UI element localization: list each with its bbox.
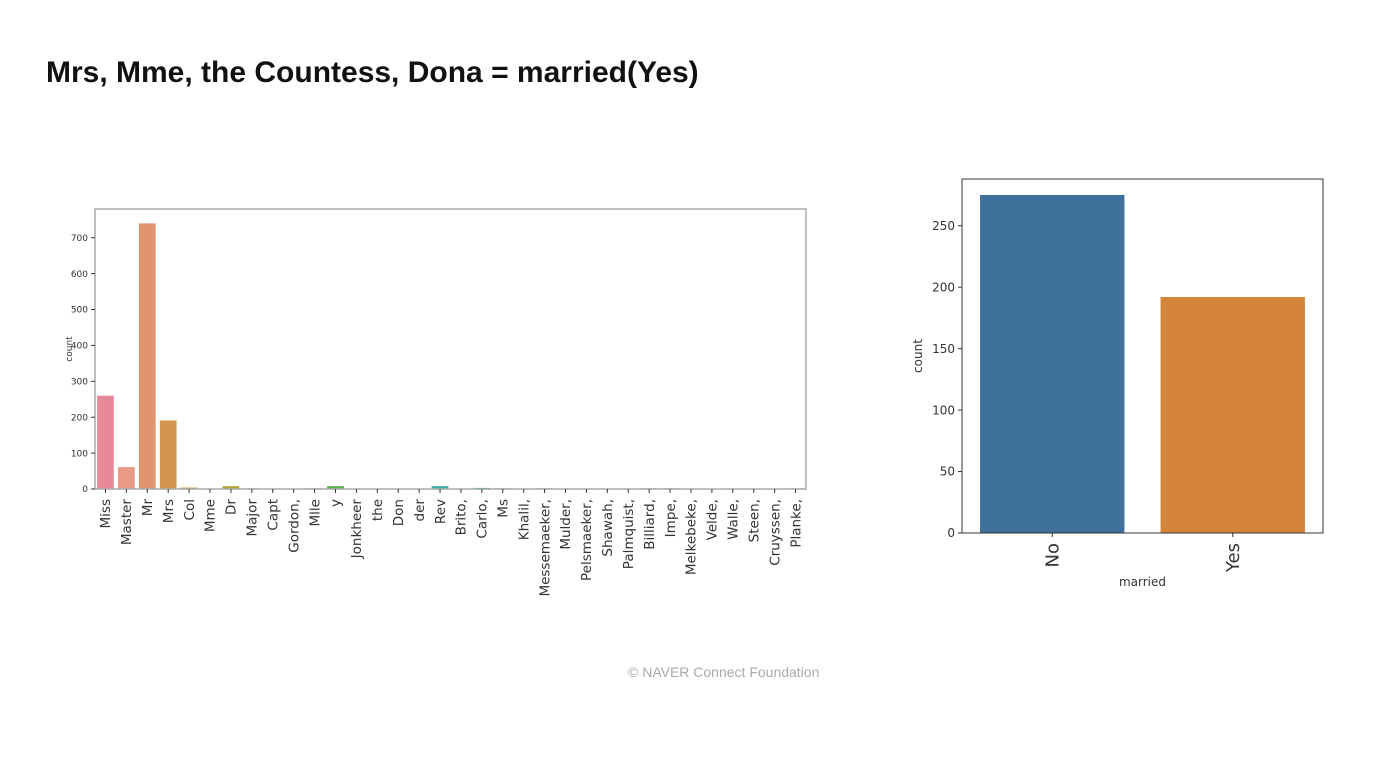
x-tick-label: Mulder, (558, 499, 574, 550)
y-axis-label: count (911, 339, 925, 373)
bar-mr (138, 223, 156, 489)
x-tick-label: Carlo, (475, 499, 491, 539)
x-tick-label: Steen, (746, 499, 762, 542)
bar-dr (222, 486, 240, 489)
x-tick-label: Melkebeke, (684, 499, 700, 575)
plot-frame (961, 178, 1324, 534)
bar-yes (1160, 297, 1305, 533)
bar-y (327, 486, 344, 489)
x-tick-label: Capt (265, 499, 281, 531)
x-tick-label: Master (119, 499, 135, 546)
x-tick-label: Walle, (726, 499, 742, 540)
x-tick-label: Miss (98, 499, 114, 528)
x-axis-label: married (1119, 575, 1166, 589)
x-tick-label: Col (182, 499, 198, 520)
plot-frame (94, 208, 807, 490)
y-tick-label: 100 (71, 449, 88, 459)
x-tick-label: Billiard, (642, 499, 658, 550)
x-tick-label: Mlle (307, 499, 323, 526)
x-tick-label: Impe, (663, 499, 679, 537)
bar-mrs (159, 420, 177, 489)
copyright-footer: © NAVER Connect Foundation (628, 664, 820, 680)
x-tick-label: Pelsmaeker, (579, 499, 595, 581)
y-tick-label: 300 (71, 377, 88, 387)
x-tick-label: Dr (224, 499, 240, 515)
y-axis-label: count (65, 336, 75, 362)
x-tick-label: Don (391, 499, 407, 526)
x-tick-label: Brito, (454, 499, 470, 535)
x-tick-label: No (1043, 543, 1064, 567)
y-tick-label: 200 (932, 280, 955, 294)
y-tick-label: 600 (71, 270, 88, 280)
x-tick-label: Planke, (788, 499, 804, 548)
x-tick-label: Mrs (161, 499, 177, 523)
y-tick-label: 400 (71, 342, 88, 352)
x-tick-label: Ms (496, 499, 512, 518)
x-tick-label: Gordon, (286, 499, 302, 553)
bar-rev (431, 486, 449, 489)
y-tick-label: 500 (71, 306, 88, 316)
y-tick-label: 50 (940, 465, 955, 479)
y-tick-label: 200 (71, 413, 88, 423)
x-tick-label: Cruyssen, (767, 499, 783, 566)
x-tick-label: Palmquist, (621, 499, 637, 569)
y-tick-label: 250 (932, 219, 955, 233)
slide-title: Mrs, Mme, the Countess, Dona = married(Y… (46, 56, 699, 89)
x-tick-label: Shawah, (600, 499, 616, 557)
x-tick-label: Major (245, 499, 261, 537)
y-tick-label: 150 (932, 342, 955, 356)
y-tick-label: 700 (71, 234, 88, 244)
x-tick-label: Rev (433, 499, 449, 524)
x-tick-label: the (370, 499, 386, 521)
y-tick-label: 100 (932, 403, 955, 417)
y-tick-label: 0 (82, 485, 88, 495)
x-tick-label: der (412, 499, 428, 522)
x-tick-label: Velde, (705, 499, 721, 540)
x-tick-label: Jonkheer (349, 499, 365, 560)
x-tick-label: Khalil, (516, 499, 532, 540)
x-tick-label: Mme (203, 499, 219, 532)
bar-no (980, 194, 1125, 533)
x-tick-label: Yes (1223, 543, 1244, 573)
bar-master (118, 467, 135, 489)
y-tick-label: 0 (947, 526, 955, 540)
x-tick-label: y (328, 499, 344, 507)
x-tick-label: Messemaeker, (537, 499, 553, 597)
bar-miss (97, 395, 114, 489)
x-tick-label: Mr (140, 499, 156, 517)
